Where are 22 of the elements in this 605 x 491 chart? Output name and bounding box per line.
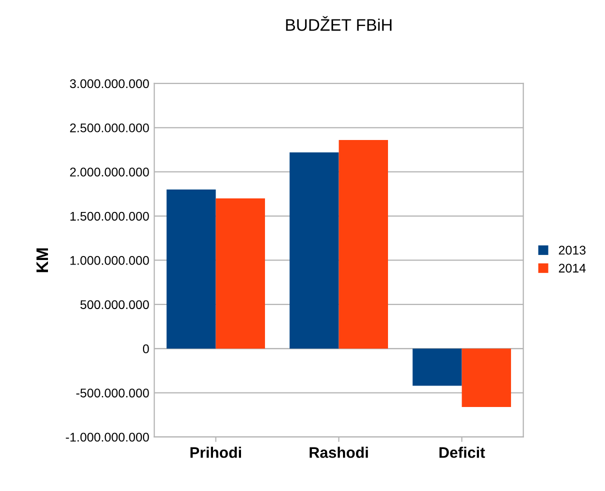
y-tick-label: -1.000.000.000 [66,432,149,442]
x-tick-label: Prihodi [190,446,242,458]
x-tick-label: Rashodi [310,446,368,458]
bar [216,198,265,349]
bar [166,190,216,349]
bar [412,348,462,386]
x-tick-label: Deficit [439,446,485,458]
legend-label: 2014 [558,264,586,273]
legend-label: 2013 [558,246,586,255]
y-tick-label: 1.000.000.000 [70,256,149,265]
y-tick-label: 3.000.000.000 [70,79,149,88]
y-tick-label: 2.500.000.000 [70,123,149,132]
y-tick-label: -500.000.000 [76,388,149,398]
y-tick-label: 1.500.000.000 [70,212,149,221]
y-axis-title: KM [36,248,48,272]
chart-title: BUDŽET FBiH [286,16,392,31]
y-tick-label: 500.000.000 [80,300,149,310]
y-tick-label: 2.000.000.000 [70,168,149,176]
bar [462,348,512,407]
y-tick-label: 0 [142,344,149,354]
bar [290,152,339,349]
bar [338,140,388,349]
